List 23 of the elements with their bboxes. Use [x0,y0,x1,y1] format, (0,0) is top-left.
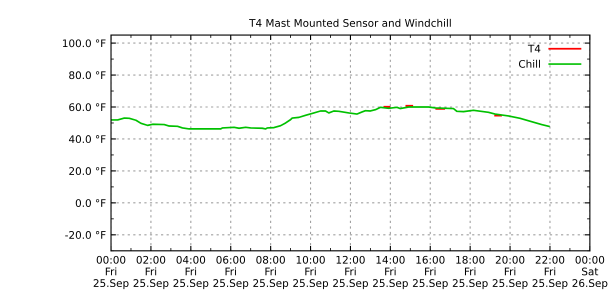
legend-label: T4 [528,44,540,52]
y-tick-label: 40.0 °F [68,135,106,144]
y-tick-label: 60.0 °F [69,103,106,112]
x-tick-label: 22:00 Fri 25.Sep [532,256,568,290]
y-tick-label: 0.0 °F [76,199,106,207]
x-tick-label: 18:00 Fri 25.Sep [452,256,488,290]
x-tick-label: 00:00 Fri 25.Sep [94,256,129,290]
y-tick-label: 100.0 °F [62,39,106,48]
x-tick-label: 02:00 Fri 25.Sep [134,256,168,290]
x-tick-label: 12:00 Fri 25.Sep [333,256,368,290]
x-tick-label: 16:00 Fri 25.Sep [412,256,448,290]
x-tick-label: 04:00 Fri 25.Sep [173,256,208,290]
y-tick-label: 80.0 °F [69,71,106,80]
x-tick-label: 14:00 Fri 25.Sep [373,256,408,290]
chart-title: T4 Mast Mounted Sensor and Windchill [249,18,451,27]
x-tick-label: 08:00 Fri 25.Sep [253,256,288,290]
x-tick-label: 00:00 Sat 26.Sep [572,256,608,290]
y-tick-label: -20.0 °F [65,231,106,239]
x-tick-label: 20:00 Fri 25.Sep [492,256,528,290]
y-tick-label: 20.0 °F [69,167,106,176]
legend-label: Chill [518,60,540,68]
x-tick-label: 10:00 Fri 25.Sep [293,256,328,290]
x-tick-label: 06:00 Fri 25.Sep [213,256,248,290]
